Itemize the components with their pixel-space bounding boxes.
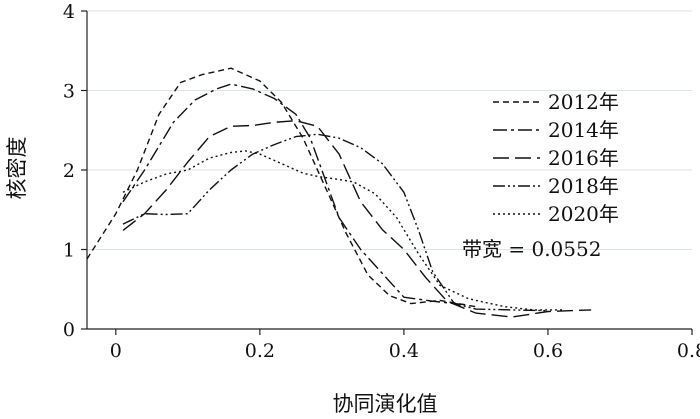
y-axis-label: 核密度	[5, 137, 29, 200]
series-line-2014年	[122, 83, 469, 306]
x-tick-label: 0.8	[677, 340, 700, 362]
gridlines	[87, 10, 692, 250]
y-tick-label: 3	[63, 81, 75, 103]
legend-label: 2018年	[548, 174, 619, 198]
y-tick-label: 4	[63, 1, 75, 23]
legend: 2012年 2014年 2016年 2018年 2020年	[493, 90, 619, 226]
x-tick-label: 0.4	[389, 340, 419, 362]
x-axis-label: 协同演化值	[333, 392, 438, 416]
series-line-2018年	[122, 133, 549, 312]
x-tick-label: 0.2	[245, 340, 275, 362]
legend-label: 2020年	[548, 202, 619, 226]
series-line-2012年	[86, 67, 477, 308]
x-tick-label: 0	[110, 340, 122, 362]
x-tick-label: 0.6	[533, 340, 563, 362]
bandwidth-annotation: 带宽 = 0.0552	[462, 237, 601, 261]
axes: 0 1 2 3 4 0 0.2 0.4 0.6 0.8	[63, 1, 700, 362]
legend-label: 2014年	[548, 118, 619, 142]
y-tick-label: 0	[63, 319, 75, 341]
series-lines	[86, 67, 592, 318]
legend-label: 2016年	[548, 146, 619, 170]
legend-label: 2012年	[548, 90, 619, 114]
series-line-2020年	[122, 150, 563, 311]
y-tick-label: 1	[63, 240, 75, 262]
y-tick-label: 2	[63, 160, 75, 182]
series-line-2016年	[122, 120, 592, 318]
